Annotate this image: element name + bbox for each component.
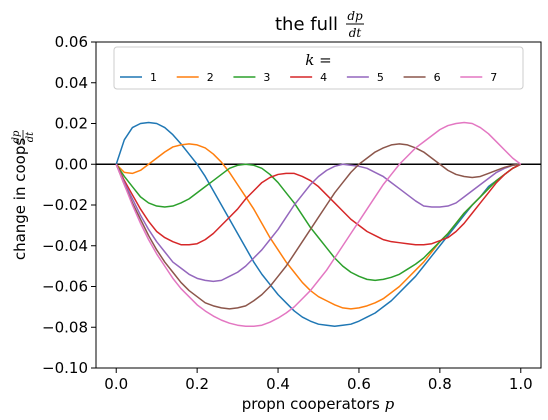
plot-area [96,121,541,327]
legend-box [113,46,524,90]
x-tick-label: 0.4 [266,375,290,393]
x-tick-label: 0.6 [347,375,371,393]
legend-label-k5: 5 [377,71,384,84]
title-frac-numerator: dp [347,9,363,23]
y-tick-label: −0.06 [42,278,88,296]
x-axis-label-words: propn cooperators [242,395,380,413]
y-tick-label: 0.04 [55,74,88,92]
chart-title: the full dp dt [275,9,364,40]
y-tick-label: −0.02 [42,196,88,214]
axes: 0.0 0.2 0.4 0.6 0.8 1.0 −0.10 −0.08 −0.06 −0.04 −0… [42,33,542,393]
series-line-k7 [115,121,522,327]
legend-title: k = [305,51,331,69]
series-line-k1 [115,121,522,327]
y-tick-label: −0.10 [42,359,88,377]
legend: k = 1 2 3 4 5 6 7 [113,46,524,90]
y-axis-frac-numerator: dp [11,130,22,143]
x-axis-label-var: p [385,395,395,413]
series-line-k6 [115,143,521,310]
x-tick-label: 0.2 [185,375,209,393]
x-axis-label-text: propn cooperators p [242,395,395,413]
legend-label-k2: 2 [207,71,214,84]
y-tick-label: −0.04 [42,237,88,255]
legend-label-k7: 7 [490,71,497,84]
x-tick-label: 0.8 [428,375,452,393]
x-tick-label: 0.0 [104,375,128,393]
x-axis-label: propn cooperators p [242,395,395,413]
y-tick-label: −0.08 [42,318,88,336]
series-line-k5 [115,163,521,283]
legend-label-k6: 6 [434,71,441,84]
y-axis-label: change in coops dp dt [11,130,36,260]
y-tick-label: 0.02 [55,115,88,133]
x-tick-label: 1.0 [509,375,533,393]
series-line-k3 [115,163,522,282]
title-frac-denominator: dt [349,26,362,40]
y-tick-label: 0.00 [55,155,88,173]
y-axis-label-text: change in coops [11,138,29,261]
y-axis-frac-denominator: dt [25,131,36,142]
legend-label-k4: 4 [320,71,327,84]
y-tick-label: 0.06 [55,33,88,51]
legend-label-k1: 1 [150,71,157,84]
title-prefix: the full [275,14,338,35]
series-line-k4 [115,163,522,246]
legend-label-k3: 3 [263,71,270,84]
